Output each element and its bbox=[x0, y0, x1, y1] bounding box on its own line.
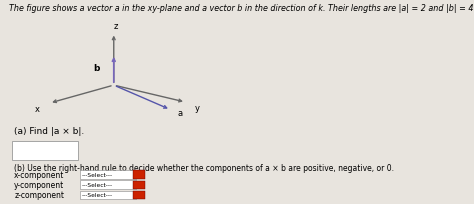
Text: y: y bbox=[194, 104, 200, 113]
Text: ---Select---: ---Select--- bbox=[82, 182, 113, 187]
Text: (a) Find |a × b|.: (a) Find |a × b|. bbox=[14, 126, 84, 135]
Text: (b) Use the right-hand rule to decide whether the components of a × b are positi: (b) Use the right-hand rule to decide wh… bbox=[14, 163, 394, 172]
Text: z: z bbox=[114, 21, 118, 30]
Text: The figure shows a vector a in the xy-plane and a vector b in the direction of k: The figure shows a vector a in the xy-pl… bbox=[9, 4, 474, 13]
Text: y-component: y-component bbox=[14, 180, 64, 189]
FancyBboxPatch shape bbox=[133, 171, 145, 179]
Text: ▼: ▼ bbox=[137, 182, 141, 187]
Text: ▼: ▼ bbox=[137, 172, 141, 177]
Text: x-component: x-component bbox=[14, 170, 64, 179]
FancyBboxPatch shape bbox=[133, 181, 145, 189]
Text: x: x bbox=[35, 105, 40, 114]
FancyBboxPatch shape bbox=[12, 142, 78, 160]
FancyBboxPatch shape bbox=[80, 170, 136, 179]
Text: b: b bbox=[93, 64, 100, 73]
Text: ---Select---: ---Select--- bbox=[82, 193, 113, 197]
Text: z-component: z-component bbox=[14, 190, 64, 199]
FancyBboxPatch shape bbox=[133, 191, 145, 199]
Text: a: a bbox=[178, 108, 183, 117]
Text: ---Select---: ---Select--- bbox=[82, 172, 113, 177]
FancyBboxPatch shape bbox=[80, 191, 136, 199]
Text: ▼: ▼ bbox=[137, 193, 141, 197]
FancyBboxPatch shape bbox=[80, 181, 136, 189]
